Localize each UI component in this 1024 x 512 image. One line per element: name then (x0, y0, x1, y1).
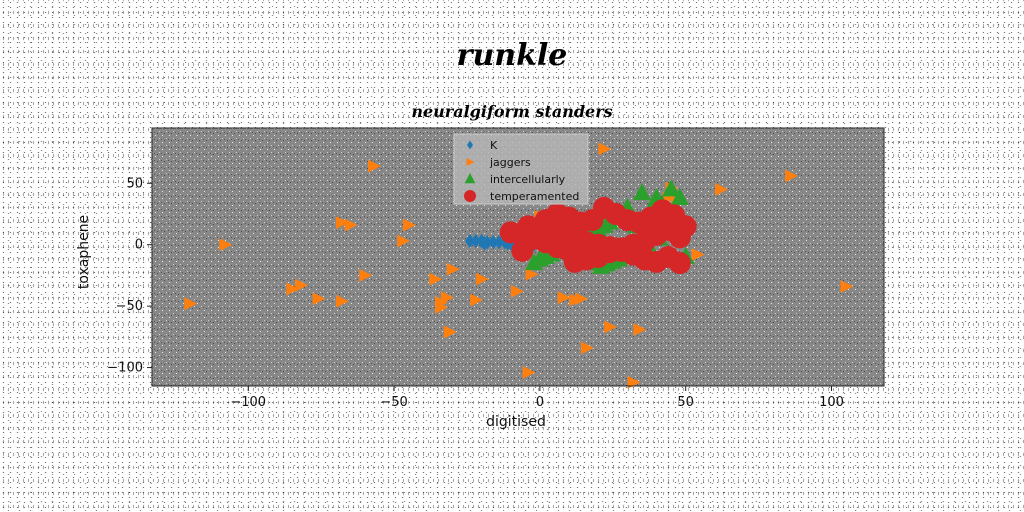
y-tick-label: −50 (116, 299, 143, 314)
x-tick-label: −100 (230, 395, 266, 410)
point-K-25 (479, 236, 490, 251)
point-jaggers-25 (525, 267, 539, 281)
point-jaggers-4 (344, 218, 358, 232)
point-K-4 (488, 235, 499, 250)
point-intercellularly-0 (632, 183, 651, 201)
point-jaggers-12 (184, 297, 198, 311)
point-intercellularly-2 (662, 179, 681, 197)
point-jaggers-28 (557, 291, 571, 304)
point-jaggers-5 (397, 234, 411, 248)
legend-label-temperamented: temperamented (490, 190, 579, 203)
plot-frame (151, 127, 885, 387)
point-jaggers-11 (691, 248, 705, 261)
data-points (184, 142, 854, 389)
y-tick-label: 0 (135, 238, 143, 253)
legend-label-K: K (490, 139, 498, 152)
legend-marker-temperamented (464, 190, 476, 202)
point-jaggers-9 (785, 169, 798, 183)
y-axis-ticks: −100 −50 0 50 (107, 176, 152, 376)
point-temperamented-19 (668, 252, 691, 275)
point-jaggers-26 (510, 285, 524, 298)
point-temperamented-44 (668, 226, 691, 249)
point-jaggers-31 (604, 320, 618, 334)
point-jaggers-14 (286, 282, 300, 296)
x-tick-label: −50 (380, 395, 407, 410)
point-temperamented-32 (534, 209, 557, 232)
y-tick-label: −100 (107, 361, 143, 376)
point-jaggers-34 (443, 325, 457, 339)
x-tick-label: 0 (536, 395, 544, 410)
point-jaggers-3 (403, 218, 416, 232)
point-jaggers-10 (840, 280, 854, 293)
point-jaggers-6 (219, 238, 233, 252)
point-jaggers-1 (598, 142, 612, 156)
legend-box (453, 133, 589, 205)
point-K-5 (494, 235, 504, 250)
series-temperamented (499, 196, 697, 275)
point-jaggers-16 (335, 294, 349, 308)
point-jaggers-33 (580, 341, 594, 355)
x-tick-label: 100 (819, 395, 844, 410)
point-jaggers-39 (522, 366, 536, 379)
legend-marker-K (467, 140, 473, 150)
point-jaggers-8 (715, 183, 728, 196)
point-jaggers-17 (359, 269, 373, 282)
point-intercellularly-7 (670, 188, 689, 206)
legend-marker-intercellularly (464, 173, 476, 184)
point-jaggers-30 (575, 292, 588, 306)
chart-title: neuralgiform standers (411, 102, 612, 121)
point-jaggers-0 (368, 159, 381, 173)
legend-label-jaggers: jaggers (489, 156, 531, 169)
point-jaggers-2 (335, 216, 349, 229)
legend-marker-jaggers (466, 158, 475, 166)
point-jaggers-32 (633, 323, 647, 336)
point-jaggers-24 (475, 272, 489, 286)
point-jaggers-13 (295, 278, 308, 292)
point-K-0 (465, 233, 475, 249)
point-jaggers-27 (470, 293, 483, 307)
x-tick-label: 50 (677, 395, 694, 410)
y-axis-label: toxaphene (76, 215, 92, 289)
x-axis-label: digitised (486, 414, 546, 430)
chart-suptitle: runkle (457, 38, 568, 73)
point-K-1 (470, 233, 481, 249)
y-tick-label: 50 (126, 176, 143, 191)
point-jaggers-20 (446, 262, 460, 276)
point-jaggers-15 (312, 292, 326, 306)
point-K-26 (502, 236, 513, 251)
x-axis-ticks: −100 −50 0 50 100 (230, 386, 844, 410)
point-intercellularly-25 (525, 253, 544, 271)
legend-label-intercellularly: intercellularly (490, 173, 566, 186)
point-jaggers-22 (435, 300, 448, 314)
point-jaggers-18 (429, 272, 443, 286)
point-temperamented-34 (511, 239, 534, 262)
